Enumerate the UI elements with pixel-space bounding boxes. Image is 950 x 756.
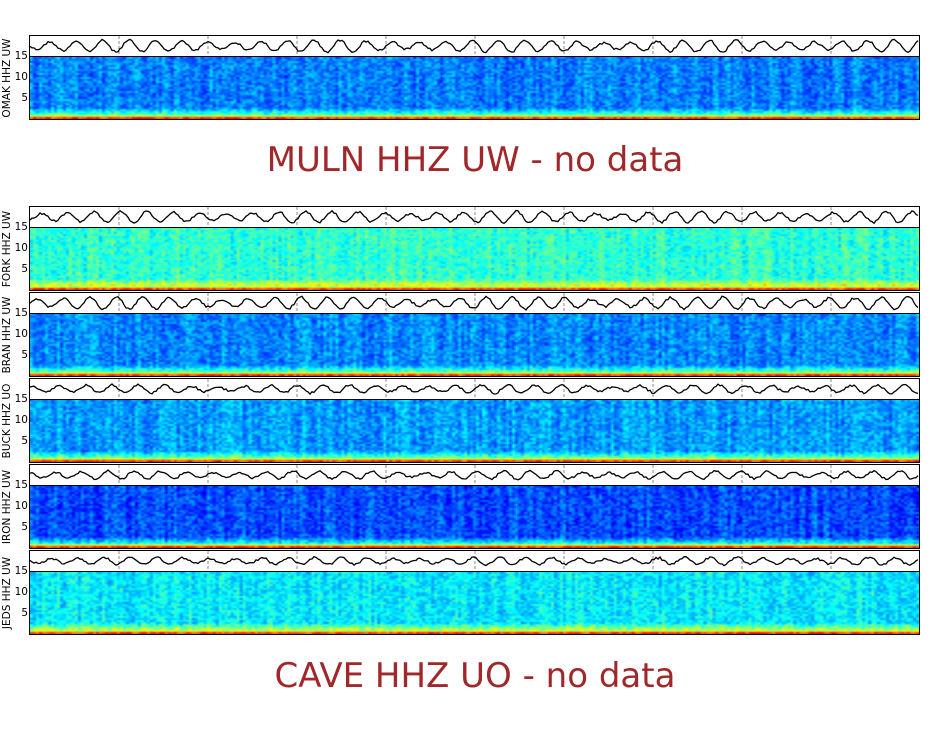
station-label-text: FORK HHZ UW bbox=[1, 210, 13, 287]
spectrogram bbox=[29, 485, 920, 549]
y-tick-label: 5 bbox=[21, 92, 28, 104]
y-tick-label: 15 bbox=[14, 307, 28, 319]
waveform-trace bbox=[29, 550, 920, 572]
spectrogram-image bbox=[30, 228, 919, 290]
no-data-message: MULN HHZ UW - no data bbox=[266, 140, 684, 180]
y-tick-label: 5 bbox=[21, 607, 28, 619]
spectrogram-image bbox=[30, 57, 919, 119]
spectrogram bbox=[29, 571, 920, 635]
spectrogram bbox=[29, 56, 920, 120]
waveform-trace bbox=[29, 464, 920, 486]
station-label: OMAK HHZ UW bbox=[1, 35, 13, 120]
spectrogram bbox=[29, 227, 920, 291]
y-tick-label: 10 bbox=[14, 586, 28, 598]
station-label-text: BRAN HHZ UW bbox=[1, 296, 13, 373]
station-label-text: IRON HHZ UW bbox=[1, 469, 13, 544]
waveform-line bbox=[30, 38, 919, 54]
y-tick-label: 5 bbox=[21, 349, 28, 361]
station-label: JEDS HHZ UW bbox=[1, 550, 13, 635]
waveform-trace bbox=[29, 206, 920, 228]
waveform-line bbox=[30, 209, 919, 225]
y-tick-label: 5 bbox=[21, 263, 28, 275]
y-tick-label: 5 bbox=[21, 521, 28, 533]
waveform-trace bbox=[29, 35, 920, 57]
y-tick-label: 5 bbox=[21, 435, 28, 447]
y-tick-label: 15 bbox=[14, 221, 28, 233]
y-tick-label: 10 bbox=[14, 71, 28, 83]
y-tick-label: 10 bbox=[14, 500, 28, 512]
no-data-message: CAVE HHZ UO - no data bbox=[274, 656, 676, 696]
y-tick-label: 15 bbox=[14, 393, 28, 405]
spectrogram-image bbox=[30, 572, 919, 634]
waveform-line bbox=[30, 383, 919, 396]
waveform-line bbox=[30, 555, 919, 567]
spectrogram bbox=[29, 399, 920, 463]
spectrogram-image bbox=[30, 314, 919, 376]
y-tick-label: 15 bbox=[14, 565, 28, 577]
waveform-line bbox=[30, 469, 919, 481]
y-tick-label: 10 bbox=[14, 414, 28, 426]
waveform-trace bbox=[29, 378, 920, 400]
station-label-text: JEDS HHZ UW bbox=[1, 556, 13, 629]
spectrogram-image bbox=[30, 486, 919, 548]
station-label-text: OMAK HHZ UW bbox=[1, 37, 13, 118]
station-label: BRAN HHZ UW bbox=[1, 292, 13, 377]
y-tick-label: 10 bbox=[14, 328, 28, 340]
y-tick-label: 10 bbox=[14, 242, 28, 254]
y-tick-label: 15 bbox=[14, 50, 28, 62]
station-label-text: BUCK HHZ UO bbox=[1, 383, 13, 458]
y-tick-label: 15 bbox=[14, 479, 28, 491]
station-label: FORK HHZ UW bbox=[1, 206, 13, 291]
waveform-line bbox=[30, 295, 919, 311]
waveform-trace bbox=[29, 292, 920, 314]
station-label: BUCK HHZ UO bbox=[1, 378, 13, 463]
spectrogram bbox=[29, 313, 920, 377]
spectrogram-image bbox=[30, 400, 919, 462]
station-label: IRON HHZ UW bbox=[1, 464, 13, 549]
